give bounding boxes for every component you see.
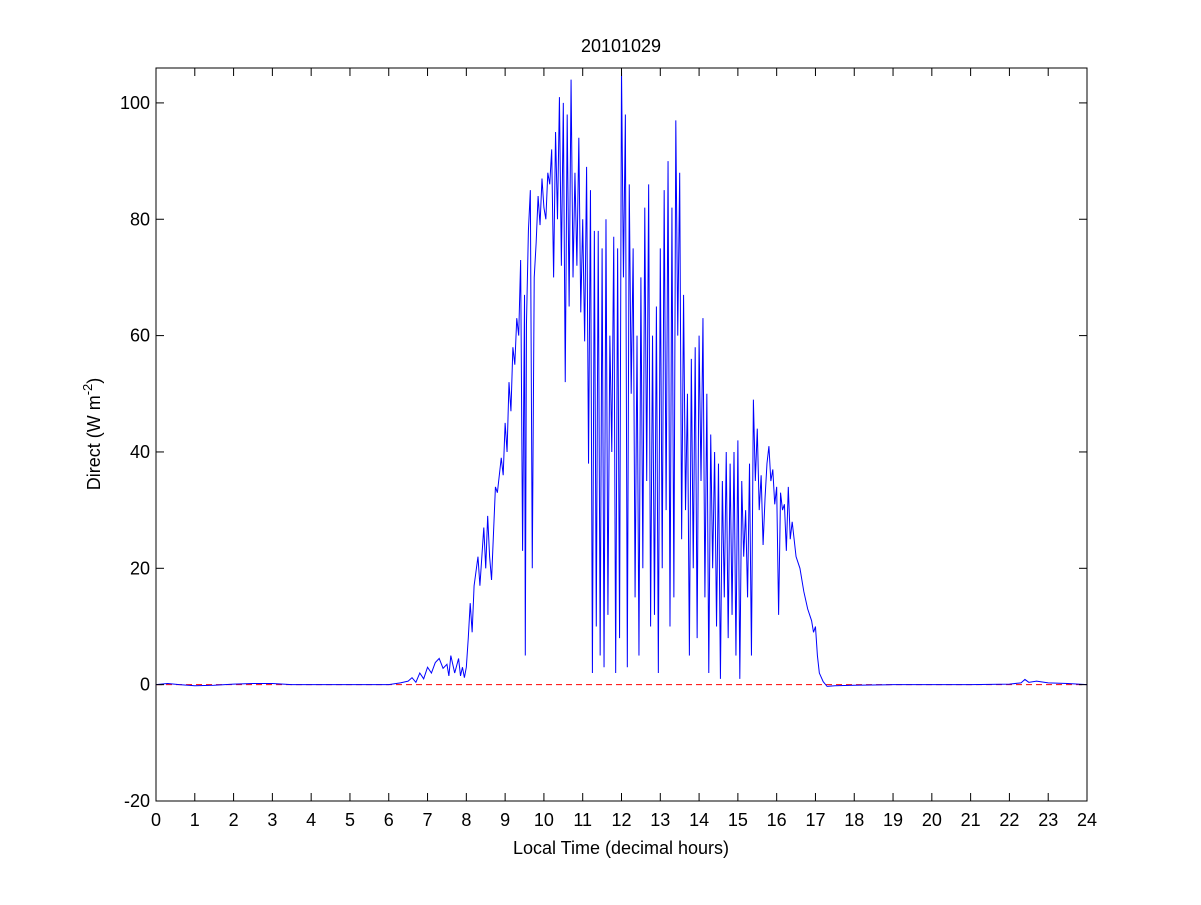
x-tick-label: 23 — [1038, 810, 1058, 830]
y-axis: -20 0 20 40 60 80 100 — [120, 93, 1087, 811]
y-axis-label: Direct (W m-2) — [80, 378, 104, 491]
x-axis: 0 1 2 3 4 5 6 7 8 9 10 11 12 13 14 15 16 17 18 19 20 21 22 23 24 — [151, 68, 1097, 830]
x-tick-label: 7 — [423, 810, 433, 830]
y-tick-label: 60 — [130, 326, 150, 346]
y-axis-label-tail: ) — [84, 378, 104, 384]
x-tick-label: 24 — [1077, 810, 1097, 830]
x-tick-label: 4 — [306, 810, 316, 830]
y-tick-label: -20 — [124, 791, 150, 811]
y-tick-label: 100 — [120, 93, 150, 113]
x-tick-label: 16 — [767, 810, 787, 830]
x-tick-label: 20 — [922, 810, 942, 830]
x-tick-label: 9 — [500, 810, 510, 830]
y-axis-label-main: Direct (W m — [84, 395, 104, 490]
y-tick-label: 80 — [130, 209, 150, 229]
x-tick-label: 18 — [844, 810, 864, 830]
x-tick-label: 22 — [999, 810, 1019, 830]
chart-title: 20101029 — [581, 36, 661, 56]
x-tick-label: 17 — [805, 810, 825, 830]
x-axis-label: Local Time (decimal hours) — [513, 838, 729, 858]
x-tick-label: 11 — [573, 810, 592, 830]
x-tick-label: 13 — [650, 810, 670, 830]
x-tick-label: 19 — [883, 810, 903, 830]
direct-irradiance-line — [155, 67, 1088, 687]
x-tick-label: 2 — [229, 810, 239, 830]
y-tick-label: 0 — [140, 675, 150, 695]
y-tick-label: 20 — [130, 558, 150, 578]
x-tick-label: 12 — [611, 810, 631, 830]
y-axis-label-sup: -2 — [80, 384, 95, 396]
x-tick-label: 15 — [728, 810, 748, 830]
x-tick-label: 0 — [151, 810, 161, 830]
y-tick-label: 40 — [130, 442, 150, 462]
x-tick-label: 8 — [461, 810, 471, 830]
x-tick-label: 1 — [190, 810, 200, 830]
x-tick-label: 3 — [267, 810, 277, 830]
series-group — [155, 67, 1088, 687]
x-tick-label: 10 — [534, 810, 554, 830]
x-tick-label: 5 — [345, 810, 355, 830]
x-tick-label: 14 — [689, 810, 709, 830]
x-tick-label: 6 — [384, 810, 394, 830]
x-tick-label: 21 — [961, 810, 981, 830]
